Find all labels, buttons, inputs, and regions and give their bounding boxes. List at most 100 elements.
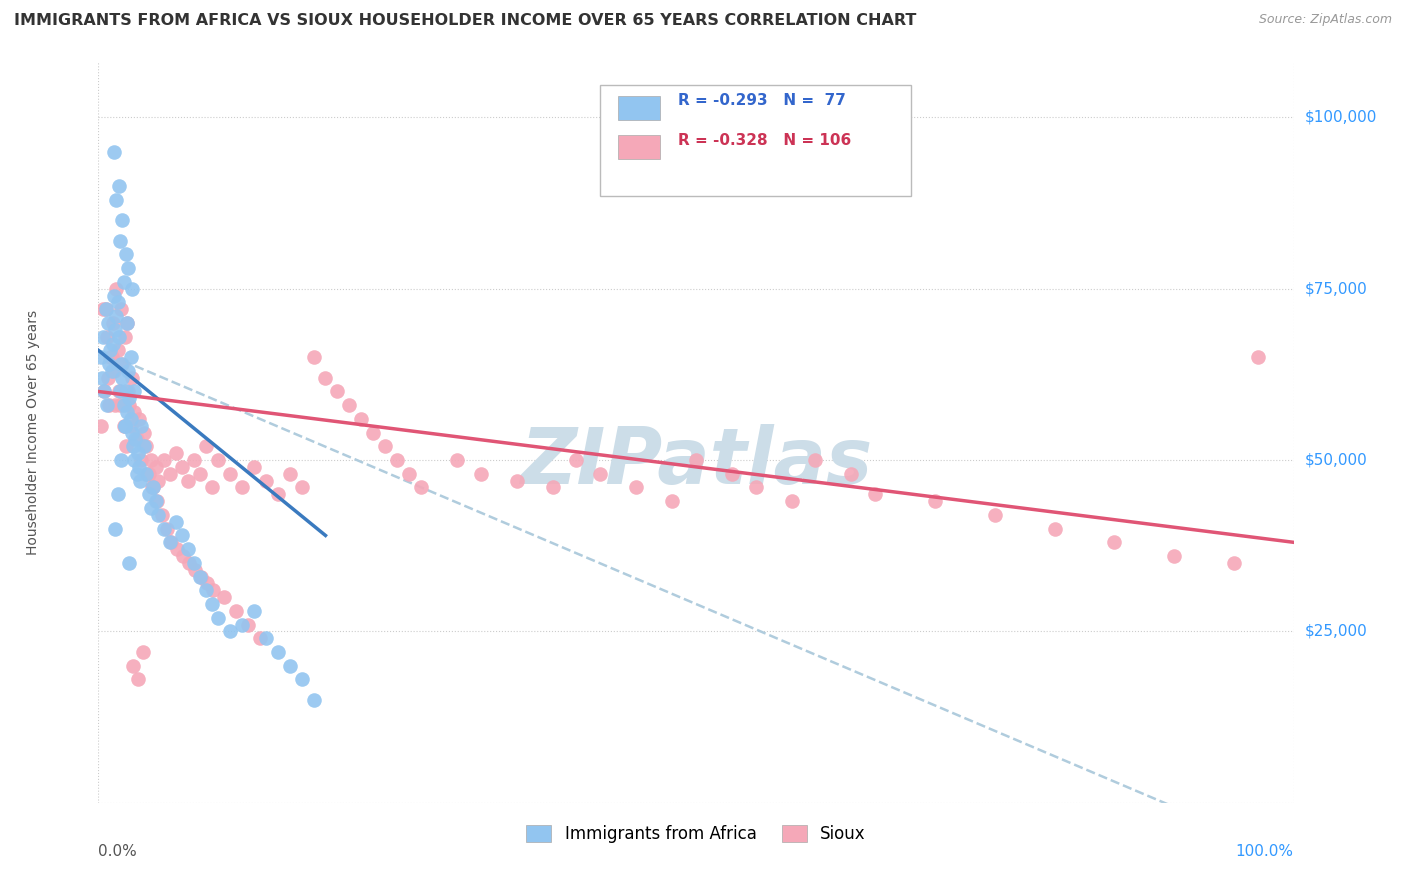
Point: [120, 412, 142, 426]
Point: [97, 371, 120, 385]
Point: [219, 467, 242, 481]
Point: [231, 617, 253, 632]
Point: [107, 178, 129, 193]
Point: [1104, 535, 1126, 549]
Point: [172, 549, 194, 563]
Point: [201, 597, 224, 611]
Point: [96, 329, 118, 343]
Point: [105, 309, 128, 323]
Point: [374, 439, 396, 453]
Point: [148, 508, 170, 522]
Point: [131, 418, 153, 433]
Point: [117, 364, 139, 378]
Point: [115, 247, 138, 261]
Point: [139, 501, 162, 516]
Point: [107, 384, 129, 399]
Point: [115, 316, 138, 330]
Point: [207, 610, 229, 624]
Point: [184, 563, 207, 577]
Point: [108, 234, 131, 248]
Point: [117, 384, 139, 399]
Point: [114, 418, 136, 433]
Point: [153, 522, 176, 536]
Point: [339, 398, 361, 412]
Point: [110, 302, 132, 317]
Point: [278, 658, 301, 673]
Point: [159, 535, 181, 549]
Bar: [619, 96, 661, 120]
Point: [132, 425, 155, 440]
Point: [118, 398, 141, 412]
Point: [96, 398, 118, 412]
Point: [446, 453, 468, 467]
Point: [110, 357, 132, 371]
Point: [98, 350, 122, 364]
Point: [135, 467, 157, 481]
Point: [108, 384, 131, 399]
Point: [212, 590, 235, 604]
Point: [118, 392, 141, 406]
Point: [104, 398, 127, 412]
Point: [98, 398, 121, 412]
Point: [90, 418, 112, 433]
Point: [138, 487, 160, 501]
Point: [107, 343, 129, 358]
Point: [90, 350, 112, 364]
Point: [145, 459, 167, 474]
Point: [219, 624, 242, 639]
Point: [100, 350, 122, 364]
Point: [104, 323, 127, 337]
Point: [398, 467, 420, 481]
Point: [278, 467, 301, 481]
Point: [112, 275, 135, 289]
Point: [122, 439, 145, 453]
Point: [165, 446, 187, 460]
Point: [107, 295, 129, 310]
Point: [195, 583, 218, 598]
Point: [94, 302, 117, 317]
Point: [506, 474, 529, 488]
Point: [122, 658, 145, 673]
Point: [112, 398, 135, 412]
Point: [924, 494, 946, 508]
Point: [865, 487, 887, 501]
Point: [190, 569, 212, 583]
Point: [121, 282, 143, 296]
Point: [111, 357, 134, 371]
Point: [112, 418, 135, 433]
Point: [1223, 556, 1246, 570]
Point: [107, 487, 129, 501]
Point: [141, 480, 163, 494]
Point: [153, 453, 176, 467]
Point: [128, 459, 150, 474]
Point: [315, 371, 337, 385]
Point: [841, 467, 863, 481]
Point: [231, 480, 253, 494]
Point: [745, 480, 768, 494]
Point: [166, 542, 188, 557]
Point: [165, 515, 187, 529]
Point: [107, 329, 129, 343]
Point: [589, 467, 612, 481]
Point: [125, 467, 148, 481]
Text: 0.0%: 0.0%: [98, 844, 138, 858]
Point: [1163, 549, 1185, 563]
Point: [202, 583, 225, 598]
Point: [146, 494, 169, 508]
Point: [110, 453, 132, 467]
Point: [115, 405, 138, 419]
Point: [111, 213, 134, 227]
Point: [118, 556, 141, 570]
Point: [145, 494, 167, 508]
Point: [225, 604, 247, 618]
Text: $50,000: $50,000: [1305, 452, 1368, 467]
Point: [780, 494, 803, 508]
Point: [291, 673, 314, 687]
Point: [114, 418, 136, 433]
Point: [91, 371, 114, 385]
Point: [93, 384, 115, 399]
Point: [128, 412, 150, 426]
Point: [124, 453, 146, 467]
Point: [267, 645, 290, 659]
Text: R = -0.328   N = 106: R = -0.328 N = 106: [678, 133, 851, 148]
